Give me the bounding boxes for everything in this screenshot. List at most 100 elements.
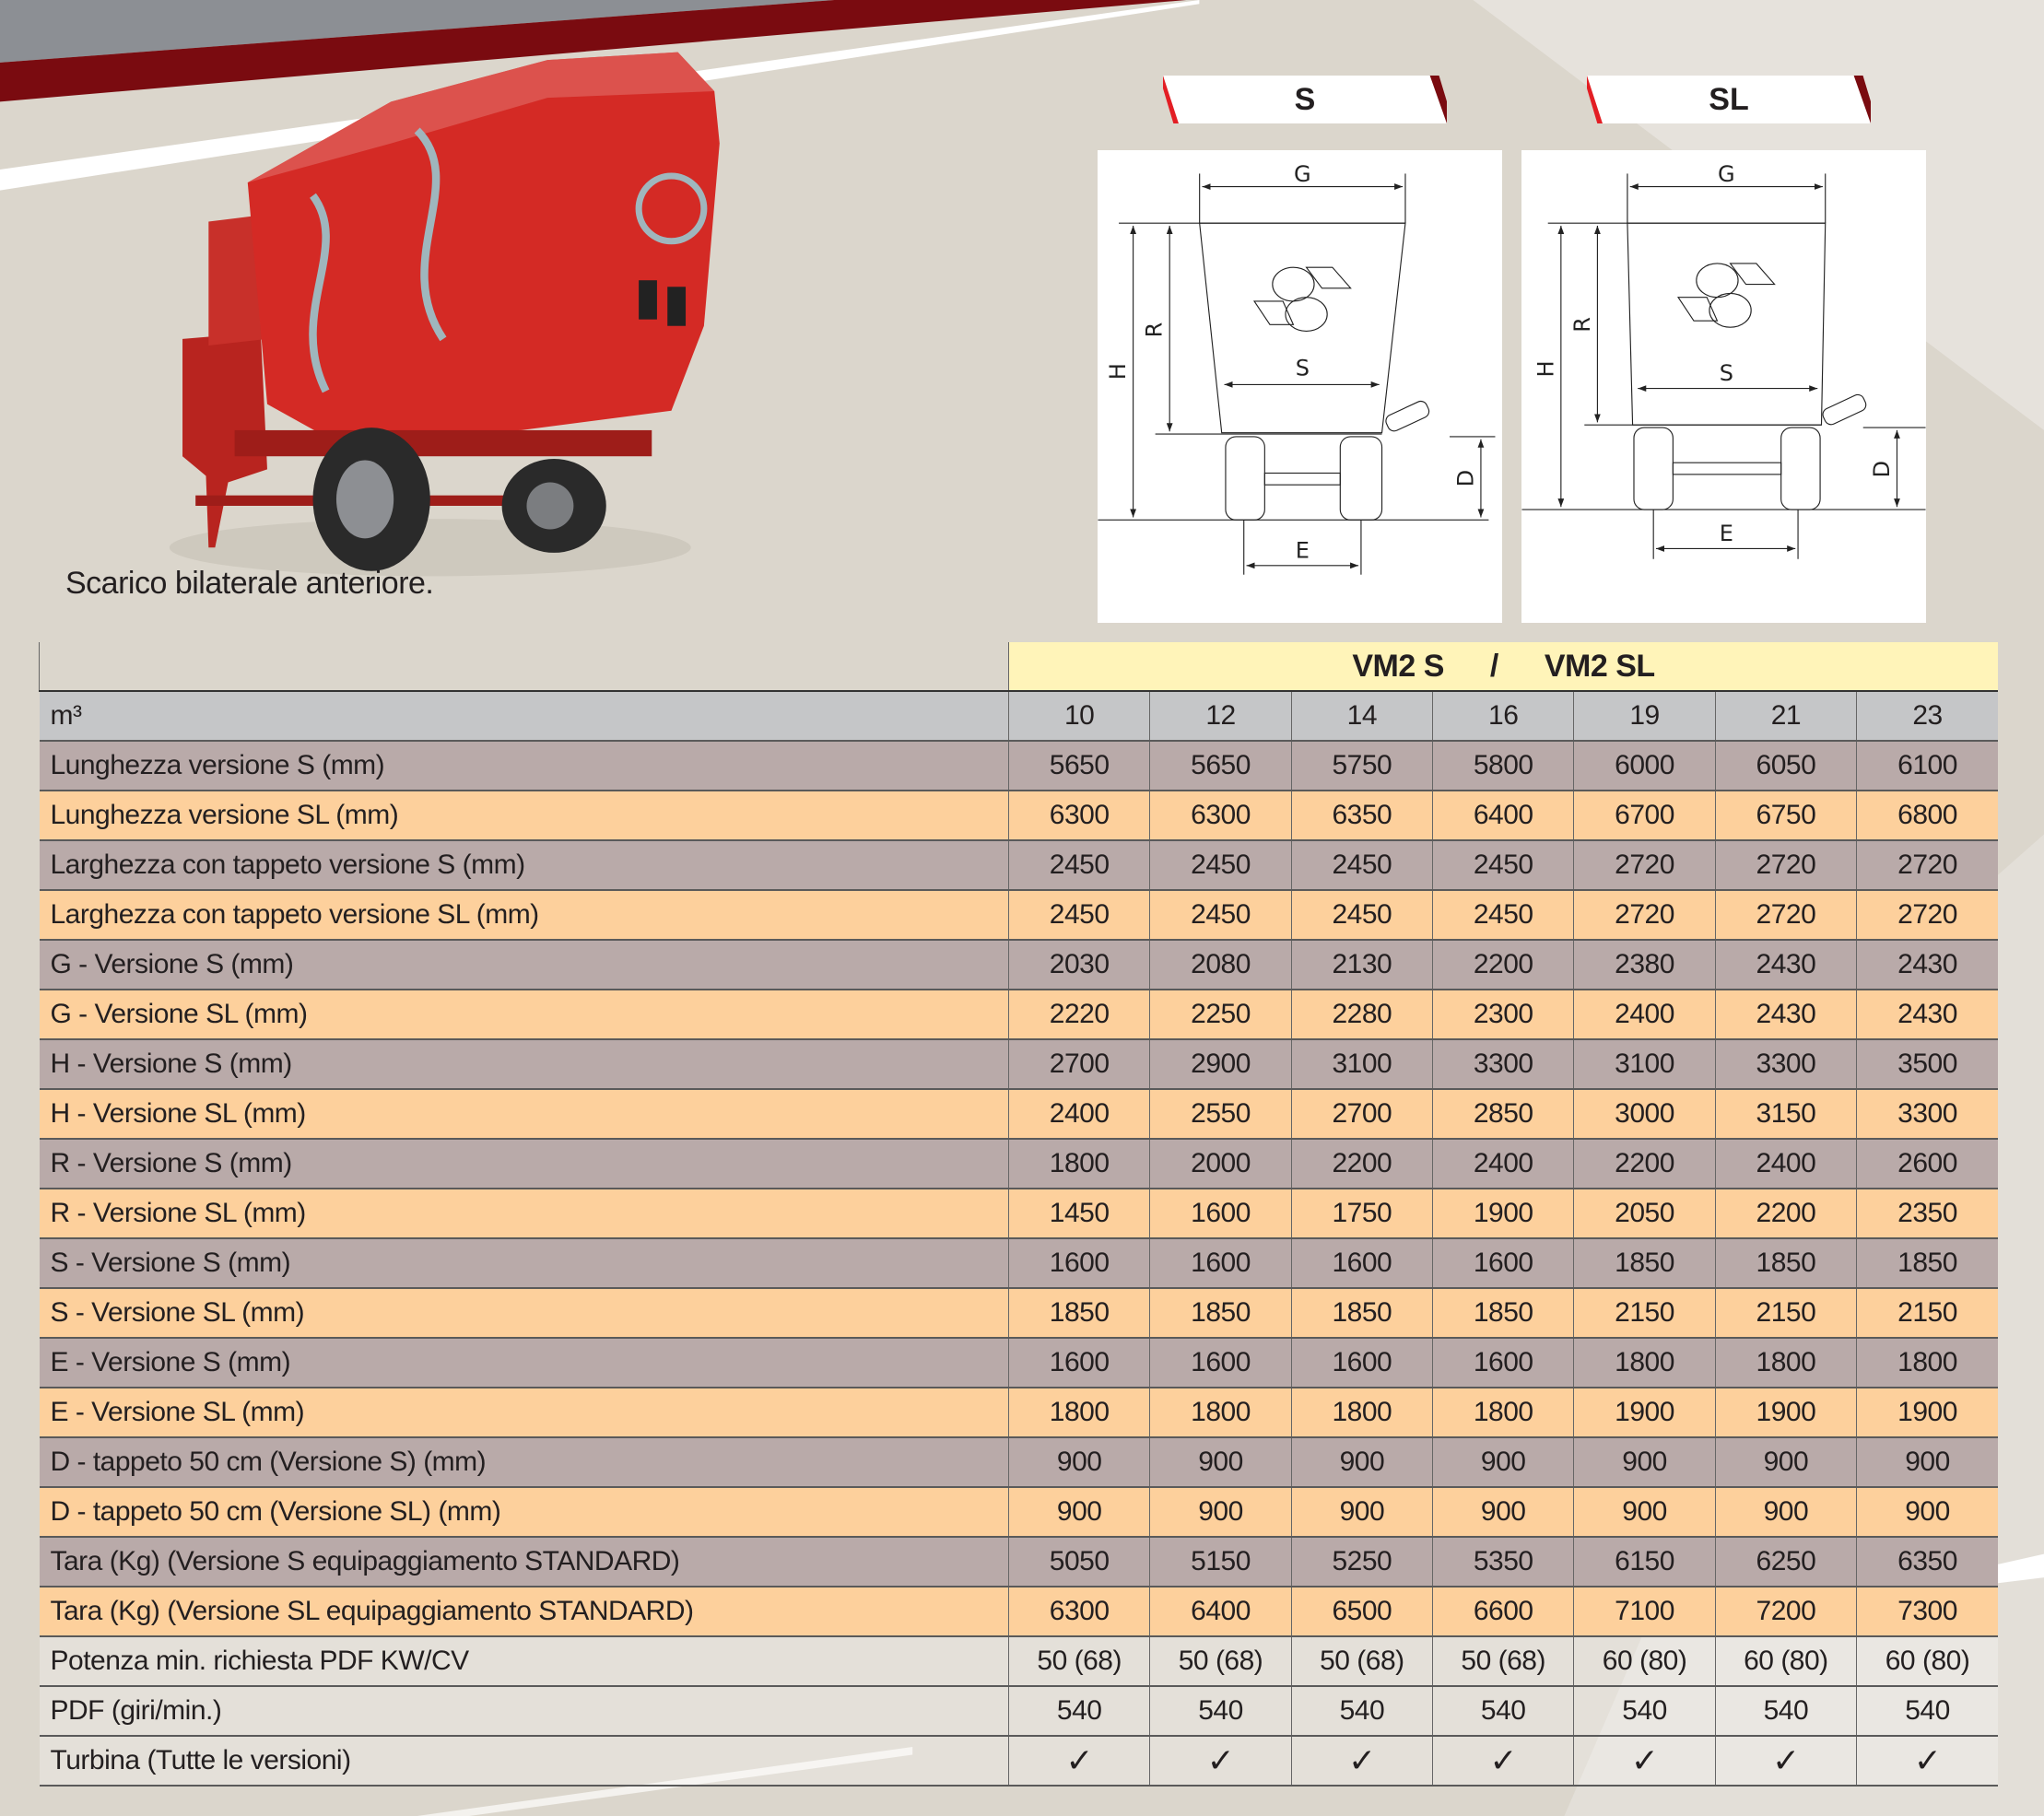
value-cell: 2720: [1573, 840, 1716, 891]
value-cell: 2400: [1432, 1139, 1574, 1189]
value-cell: 6350: [1856, 1537, 1998, 1588]
dim-r-label: R: [1142, 322, 1168, 338]
value-cell: 2200: [1290, 1139, 1433, 1189]
value-cell: 2720: [1573, 890, 1716, 941]
capacity-row: m³ 10 12 14 16 19 21 23: [39, 691, 1998, 742]
value-cell: 50 (68): [1007, 1636, 1150, 1687]
row-label: Larghezza con tappeto versione SL (mm): [39, 890, 1009, 941]
value-cell: 900: [1290, 1437, 1433, 1488]
value-cell: 1850: [1573, 1238, 1716, 1289]
row-label: H - Versione SL (mm): [39, 1089, 1009, 1140]
value-cell: 60 (80): [1573, 1636, 1716, 1687]
table-row: Turbina (Tutte le versioni) ✓ ✓ ✓ ✓ ✓ ✓ ✓: [39, 1736, 1998, 1787]
value-cell: 1600: [1149, 1189, 1292, 1239]
value-cell: 2450: [1432, 890, 1574, 941]
value-cell: 1600: [1290, 1338, 1433, 1388]
value-cell: 50 (68): [1149, 1636, 1292, 1687]
value-cell: 60 (80): [1714, 1636, 1857, 1687]
value-cell: 60 (80): [1856, 1636, 1998, 1687]
table-row: H - Versione S (mm) 2700 2900 3100 3300 3100 3…: [39, 1039, 1998, 1090]
value-cell: 6600: [1432, 1587, 1574, 1637]
row-label: Lunghezza versione SL (mm): [39, 791, 1009, 841]
value-cell: 2150: [1714, 1288, 1857, 1339]
value-cell: 900: [1149, 1437, 1292, 1488]
dim-g-label: G: [1294, 161, 1311, 187]
dim-s-label: S: [1296, 355, 1310, 381]
model-title-cell: VM2 S / VM2 SL: [1008, 642, 1998, 692]
dim-d-label: D: [1452, 470, 1478, 486]
table-row: Tara (Kg) (Versione S equipaggiamento ST…: [39, 1537, 1998, 1588]
table-row: Larghezza con tappeto versione S (mm) 245…: [39, 840, 1998, 891]
value-cell: 900: [1573, 1437, 1716, 1488]
value-cell: 2200: [1573, 1139, 1716, 1189]
table-row: Larghezza con tappeto versione SL (mm) 24…: [39, 890, 1998, 941]
value-cell: 1850: [1290, 1288, 1433, 1339]
value-cell: 2700: [1007, 1039, 1150, 1090]
table-row: PDF (giri/min.) 540 540 540 540 540 540 540: [39, 1686, 1998, 1737]
value-cell: 540: [1573, 1686, 1716, 1737]
value-cell: 1600: [1432, 1338, 1574, 1388]
value-cell: 900: [1856, 1487, 1998, 1538]
value-cell: 5650: [1149, 741, 1292, 791]
value-cell: 6150: [1573, 1537, 1716, 1588]
value-cell: 3150: [1714, 1089, 1857, 1140]
value-cell: 5350: [1432, 1537, 1574, 1588]
superior-logo-icon: [1252, 266, 1352, 333]
row-label: S - Versione SL (mm): [39, 1288, 1009, 1339]
value-cell: 6400: [1149, 1587, 1292, 1637]
table-row: Lunghezza versione S (mm) 5650 5650 5750 580…: [39, 741, 1998, 791]
value-cell: 540: [1290, 1686, 1433, 1737]
value-cell: 6350: [1290, 791, 1433, 841]
capacity-header-cell: 21: [1714, 691, 1857, 742]
value-cell: 2450: [1007, 890, 1150, 941]
value-cell: 1600: [1149, 1238, 1292, 1289]
value-cell: 2430: [1714, 940, 1857, 990]
value-cell: 6750: [1714, 791, 1857, 841]
value-cell: 540: [1714, 1686, 1857, 1737]
value-cell: 1750: [1290, 1189, 1433, 1239]
value-cell: 900: [1856, 1437, 1998, 1488]
value-cell: 2430: [1856, 940, 1998, 990]
value-cell: 2430: [1714, 990, 1857, 1040]
value-cell: 900: [1290, 1487, 1433, 1538]
value-cell: 2250: [1149, 990, 1292, 1040]
value-cell: 5800: [1432, 741, 1574, 791]
value-cell: 6100: [1856, 741, 1998, 791]
value-cell: 1850: [1007, 1288, 1150, 1339]
value-cell: 2380: [1573, 940, 1716, 990]
value-cell: 5750: [1290, 741, 1433, 791]
banner-label: S: [1294, 82, 1316, 117]
row-label: G - Versione SL (mm): [39, 990, 1009, 1040]
model-sl-label: VM2 SL: [1544, 648, 1655, 684]
dim-r-label: R: [1569, 317, 1595, 333]
image-caption: Scarico bilaterale anteriore.: [65, 566, 434, 601]
value-cell: 2450: [1432, 840, 1574, 891]
dim-g-label: G: [1718, 161, 1735, 187]
value-cell: 2150: [1573, 1288, 1716, 1339]
value-cell: 900: [1007, 1437, 1150, 1488]
dim-s-label: S: [1720, 360, 1733, 386]
value-cell: 1600: [1149, 1338, 1292, 1388]
diagram-version-s: G H R S D E: [1098, 150, 1502, 623]
row-label: Tara (Kg) (Versione S equipaggiamento ST…: [39, 1537, 1009, 1588]
table-row: G - Versione SL (mm) 2220 2250 2280 2300 2400…: [39, 990, 1998, 1040]
value-cell: 2150: [1856, 1288, 1998, 1339]
value-cell: 6800: [1856, 791, 1998, 841]
version-s-banner: S: [1163, 76, 1447, 123]
model-s-label: VM2 S: [1352, 648, 1444, 684]
value-cell: 2000: [1149, 1139, 1292, 1189]
dim-d-label: D: [1869, 461, 1895, 477]
dim-h-label: H: [1105, 363, 1131, 380]
value-cell: 540: [1432, 1686, 1574, 1737]
value-cell: 900: [1714, 1437, 1857, 1488]
value-cell: 2200: [1714, 1189, 1857, 1239]
value-cell: 1800: [1149, 1388, 1292, 1438]
table-row: D - tappeto 50 cm (Versione S) (mm) 900 90…: [39, 1437, 1998, 1488]
check-icon: ✓: [1149, 1736, 1292, 1787]
table-row: E - Versione SL (mm) 1800 1800 1800 1800 1900…: [39, 1388, 1998, 1438]
table-row: G - Versione S (mm) 2030 2080 2130 2200 2380 2…: [39, 940, 1998, 990]
value-cell: 1800: [1432, 1388, 1574, 1438]
row-label: E - Versione S (mm): [39, 1338, 1009, 1388]
header-blank-cell: [39, 642, 1009, 692]
capacity-header-cell: 10: [1007, 691, 1150, 742]
